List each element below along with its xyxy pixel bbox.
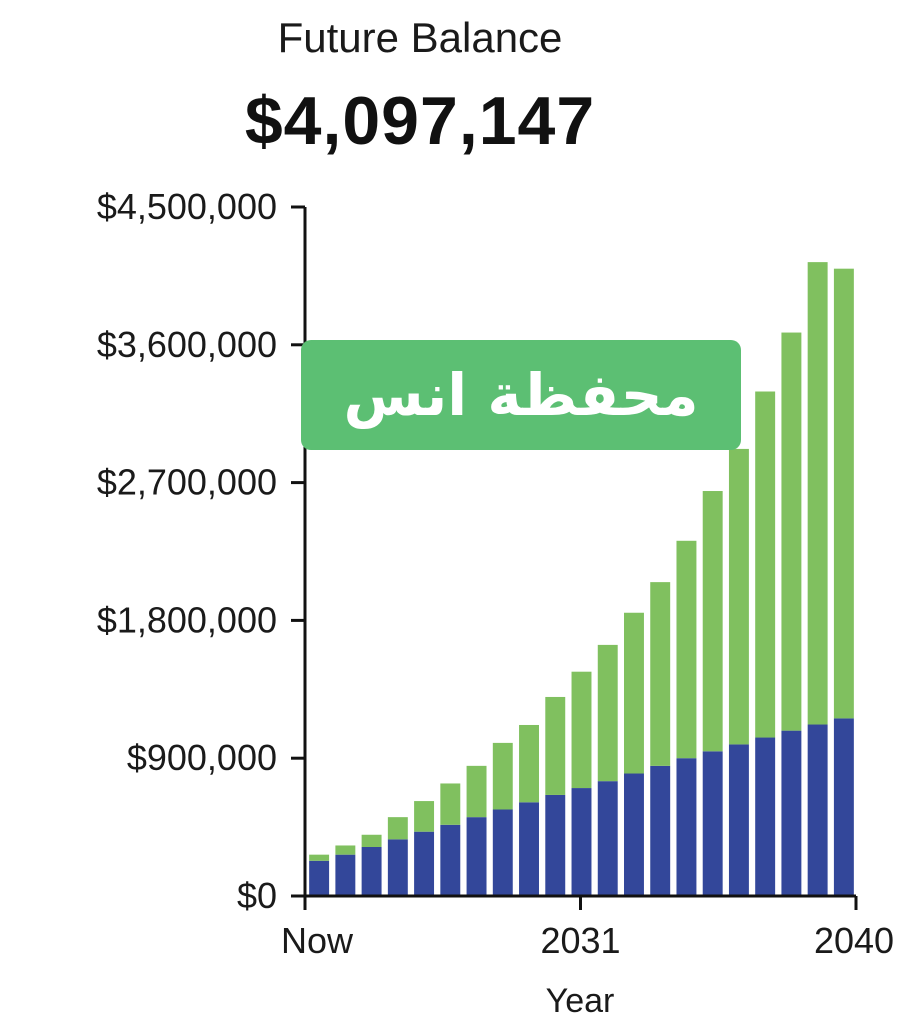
bars-group: [309, 262, 854, 896]
bar-segment-growth: [702, 491, 723, 752]
y-tick-label: $3,600,000: [97, 324, 277, 365]
bar-segment-growth: [361, 834, 382, 848]
bar-segment-principal: [755, 737, 776, 896]
bar-segment-growth: [440, 783, 461, 825]
bar-segment-principal: [833, 718, 854, 896]
page-title: Future Balance: [277, 14, 563, 61]
bar-segment-growth: [597, 644, 618, 782]
bar-segment-principal: [335, 854, 356, 896]
bar-segment-principal: [466, 817, 487, 896]
bar-segment-growth: [807, 262, 828, 725]
bar-segment-growth: [466, 765, 487, 818]
x-axis-labels: Now 2031 2040: [281, 896, 894, 961]
bar-segment-principal: [519, 802, 539, 896]
bar-segment-principal: [440, 824, 461, 896]
bar-segment-growth: [755, 391, 776, 738]
bar-segment-principal: [781, 730, 802, 896]
bar-segment-principal: [387, 839, 408, 896]
bar-segment-principal: [597, 781, 618, 896]
x-tick-label: 2040: [814, 920, 894, 961]
bar-segment-growth: [335, 845, 356, 855]
bar-segment-principal: [545, 794, 566, 896]
x-tick-label: 2031: [540, 920, 620, 961]
y-tick-label: $4,500,000: [97, 186, 277, 227]
bar-segment-growth: [650, 582, 671, 766]
bar-segment-growth: [387, 817, 408, 840]
bar-segment-growth: [414, 801, 435, 832]
bar-segment-growth: [492, 742, 513, 810]
bar-segment-principal: [676, 758, 697, 896]
bar-segment-principal: [807, 724, 828, 896]
bar-segment-growth: [519, 724, 539, 803]
axes: [291, 207, 856, 898]
bar-segment-growth: [728, 448, 749, 745]
y-tick-label: $2,700,000: [97, 462, 277, 503]
future-balance-value: $4,097,147: [244, 83, 596, 159]
x-axis-title: Year: [546, 982, 615, 1020]
bar-segment-growth: [545, 696, 566, 795]
bar-segment-principal: [624, 773, 644, 896]
bar-segment-growth: [781, 332, 802, 731]
bar-segment-principal: [361, 847, 382, 896]
bar-segment-principal: [702, 751, 723, 896]
y-tick-label: $0: [237, 875, 277, 916]
bar-segment-principal: [492, 809, 513, 896]
bar-segment-principal: [650, 765, 671, 896]
y-axis-ticks: $0 $900,000 $1,800,000 $2,700,000 $3,600,000…: [97, 186, 305, 916]
bar-segment-principal: [571, 788, 592, 896]
bar-segment-principal: [414, 831, 435, 896]
y-tick-label: $1,800,000: [97, 599, 277, 640]
bar-segment-principal: [728, 744, 749, 896]
bar-segment-growth: [309, 854, 330, 861]
bar-segment-growth: [624, 612, 644, 774]
watermark-badge: محفظة انس: [301, 340, 741, 450]
bar-segment-principal: [309, 860, 330, 896]
bar-segment-growth: [571, 671, 592, 789]
bar-segment-growth: [676, 540, 697, 759]
x-tick-label: Now: [281, 920, 354, 961]
y-tick-label: $900,000: [127, 737, 277, 778]
bar-segment-growth: [833, 268, 854, 719]
